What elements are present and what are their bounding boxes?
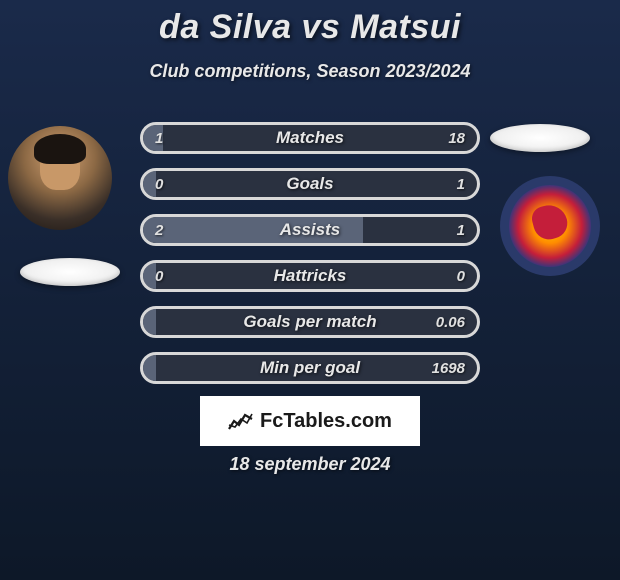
stat-label: Matches [143, 128, 477, 148]
player-right-flag-ellipse [490, 124, 590, 152]
chart-line-icon [228, 411, 254, 431]
stat-row-min-per-goal: Min per goal 1698 [140, 352, 480, 384]
stat-right-value: 1 [457, 222, 465, 239]
stat-label: Goals [143, 174, 477, 194]
stat-right-value: 1698 [432, 360, 465, 377]
branding-link[interactable]: FcTables.com [200, 396, 420, 446]
player-left-avatar [8, 126, 112, 230]
stat-label: Hattricks [143, 266, 477, 286]
stat-row-goals-per-match: Goals per match 0.06 [140, 306, 480, 338]
stat-row-hattricks: 0 Hattricks 0 [140, 260, 480, 292]
stat-row-matches: 1 Matches 18 [140, 122, 480, 154]
player-right-crest [500, 176, 600, 276]
stat-row-goals: 0 Goals 1 [140, 168, 480, 200]
stat-label: Min per goal [143, 358, 477, 378]
page-title: da Silva vs Matsui [0, 8, 620, 47]
stat-right-value: 18 [448, 130, 465, 147]
branding-text: FcTables.com [260, 410, 392, 433]
comparison-card: da Silva vs Matsui Club competitions, Se… [0, 0, 620, 82]
stat-label: Goals per match [143, 312, 477, 332]
stats-list: 1 Matches 18 0 Goals 1 2 Assists 1 0 Hat… [140, 122, 480, 384]
stat-right-value: 1 [457, 176, 465, 193]
stat-row-assists: 2 Assists 1 [140, 214, 480, 246]
season-subtitle: Club competitions, Season 2023/2024 [0, 61, 620, 82]
player-left-flag-ellipse [20, 258, 120, 286]
stat-right-value: 0 [457, 268, 465, 285]
snapshot-date: 18 september 2024 [0, 454, 620, 475]
stat-label: Assists [143, 220, 477, 240]
stat-right-value: 0.06 [436, 314, 465, 331]
